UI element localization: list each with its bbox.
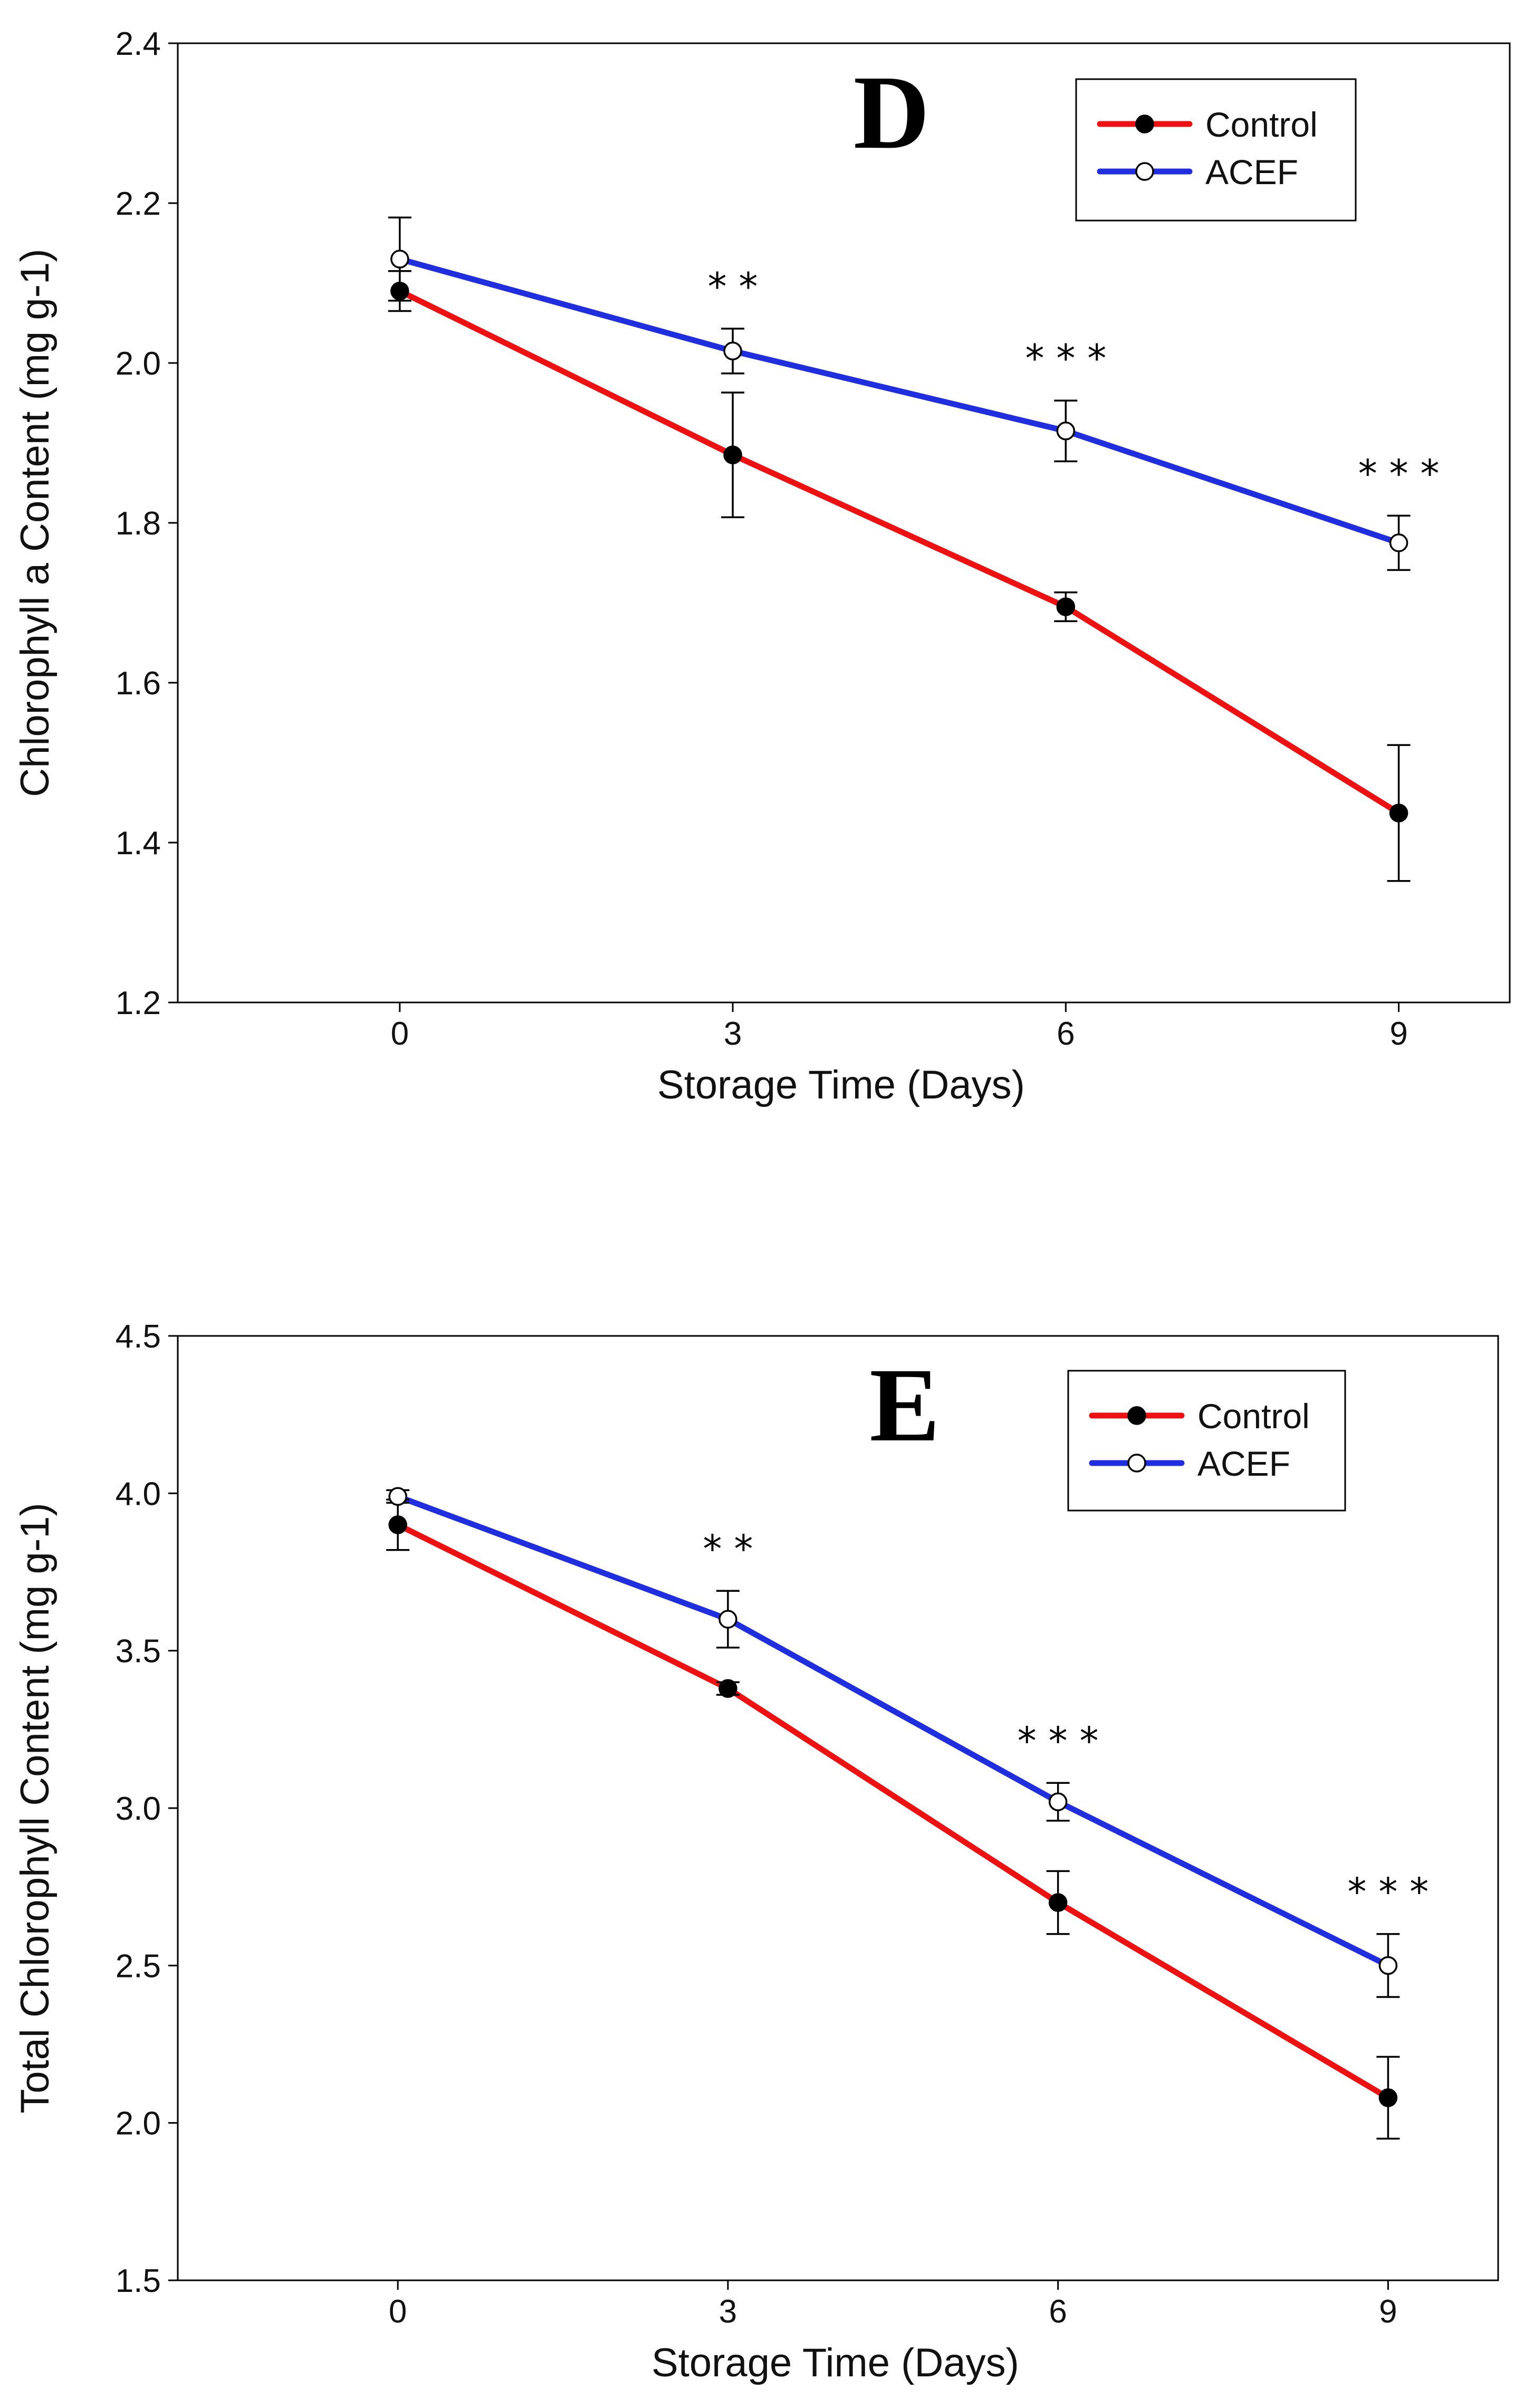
x-axis-label: Storage Time (Days): [657, 1063, 1025, 1107]
x-tick-label: 6: [1057, 1016, 1075, 1052]
data-point-acef: [1048, 1792, 1068, 1811]
legend-item-control: Control: [1089, 1397, 1310, 1436]
significance-marker: * *: [703, 1526, 753, 1571]
y-tick-label: 2.0: [116, 2106, 161, 2142]
legend-label: Control: [1205, 105, 1318, 144]
x-tick-label: 6: [1049, 2294, 1067, 2330]
significance-marker: * * *: [1025, 336, 1106, 380]
y-tick-label: 4.0: [116, 1476, 161, 1512]
x-tick-label: 3: [719, 2294, 737, 2330]
x-tick-label: 9: [1379, 2294, 1397, 2330]
significance-marker: * * *: [1018, 1718, 1099, 1763]
legend-marker: [1127, 1454, 1146, 1473]
y-tick-label: 1.5: [116, 2263, 161, 2299]
data-point-control: [1389, 804, 1408, 823]
data-point-control: [1378, 2088, 1398, 2107]
series-line-control: [397, 288, 1402, 816]
x-tick-label: 0: [391, 1016, 409, 1052]
data-point-acef: [723, 341, 742, 361]
data-point-control: [388, 1515, 407, 1534]
data-point-control: [1048, 1893, 1068, 1912]
y-tick-label: 2.0: [116, 346, 161, 382]
chart-panel-e: 1.5 2.0 2.5 3.0 3.5 4.0 4.5 0 3 6 9 Storage Time (D…: [13, 1318, 1499, 2385]
significance-marker: * * *: [1348, 1870, 1429, 1914]
y-tick-label: 2.5: [116, 1948, 161, 1984]
panel-letter: E: [869, 1347, 939, 1464]
legend-label: Control: [1197, 1397, 1310, 1436]
x-tick-label: 9: [1389, 1016, 1407, 1052]
series-line-control: [395, 1522, 1391, 2101]
y-axis-label: Chlorophyll a Content (mg g-1): [13, 249, 57, 797]
data-point-acef: [390, 250, 409, 269]
y-tick-label: 4.5: [116, 1318, 161, 1355]
y-tick-label: 1.2: [116, 985, 161, 1021]
legend-label: ACEF: [1205, 152, 1298, 192]
legend-box: [1067, 1370, 1346, 1512]
data-point-control: [718, 1679, 737, 1698]
series-line-acef: [397, 256, 1402, 546]
y-tick-label: 3.5: [116, 1633, 161, 1670]
y-tick-label: 2.4: [116, 26, 161, 62]
y-tick-label: 1.6: [116, 665, 161, 702]
y-tick-label: 3.0: [116, 1791, 161, 1827]
data-point-acef: [1378, 1956, 1398, 1975]
legend-marker: [1135, 162, 1154, 181]
legend-item-acef: ACEF: [1089, 1444, 1290, 1483]
legend-item-acef: ACEF: [1097, 152, 1298, 192]
significance-marker: * * *: [1358, 451, 1440, 495]
panel-letter: D: [854, 54, 929, 171]
data-point-control: [1056, 597, 1076, 616]
x-tick-label: 0: [389, 2294, 407, 2330]
legend-marker: [1135, 114, 1154, 133]
legend-box: [1075, 78, 1357, 222]
x-tick-label: 3: [724, 1016, 742, 1052]
series-line-acef: [395, 1493, 1391, 1969]
significance-marker: * *: [708, 264, 758, 309]
data-point-control: [723, 445, 742, 464]
data-point-acef: [718, 1610, 737, 1629]
legend: Control ACEF: [1067, 1370, 1346, 1512]
legend: Control ACEF: [1075, 78, 1357, 222]
legend-marker: [1127, 1406, 1146, 1425]
legend-item-control: Control: [1097, 105, 1318, 144]
chart-panel-d: 1.2 1.4 1.6 1.8 2.0 2.2 2.4 0 3 6 9 Storage Time (D…: [13, 26, 1511, 1107]
y-axis-label: Total Chlorophyll Content (mg g-1): [13, 1503, 57, 2113]
x-axis-label: Storage Time (Days): [651, 2340, 1019, 2385]
data-point-acef: [1389, 533, 1408, 552]
data-point-acef: [388, 1487, 407, 1506]
y-tick-label: 1.8: [116, 505, 161, 542]
y-tick-label: 2.2: [116, 186, 161, 222]
data-point-acef: [1056, 422, 1076, 441]
y-tick-label: 1.4: [116, 825, 161, 862]
legend-label: ACEF: [1197, 1444, 1290, 1483]
